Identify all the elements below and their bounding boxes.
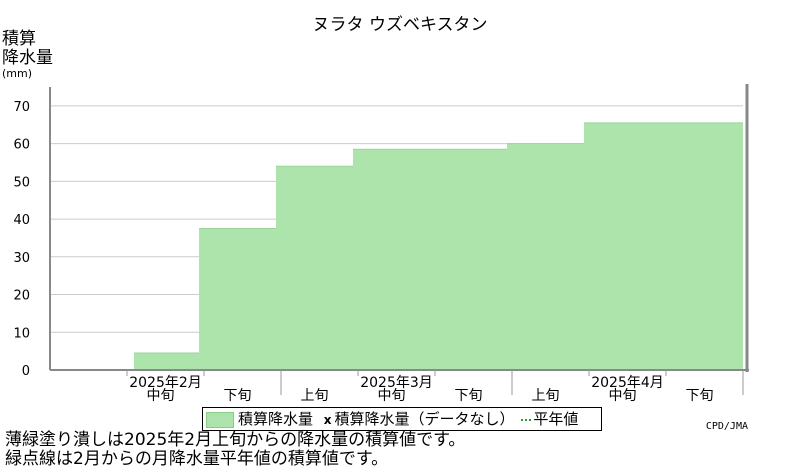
data-bar [584,122,661,370]
x-tick-label: 下旬 [686,388,714,404]
month-label: 2025年3月 [360,375,433,391]
legend-mark-missing: x [323,413,332,427]
data-bar [353,149,430,370]
data-bar [134,353,199,370]
chart-title: ヌラタ ウズベキスタン [312,15,488,35]
y-tick-label: 30 [13,251,30,266]
legend-label-cumulative: 積算降水量 [238,410,314,428]
y-tick-label: 20 [13,289,30,304]
data-bar [276,166,353,370]
y-tick-label: 60 [13,138,30,153]
x-tick-label: 上旬 [532,388,560,404]
x-tick-label: 下旬 [455,388,483,404]
source-credit: CPD/JMA [705,421,748,432]
x-tick-label: 下旬 [224,388,252,404]
footnote-dotted-line: 緑点線は2月からの月降水量平年値の積算値です。 [5,449,389,469]
y-tick-label: 0 [22,364,30,379]
footnote-fill: 薄緑塗り潰しは2025年2月上旬からの降水量の積算値です。 [5,430,466,450]
legend-label-missing: 積算降水量（データなし） [334,410,515,428]
legend-dotted-line-icon [521,418,532,421]
y-axis-label: 積算 降水量 (mm) [2,30,53,80]
data-bar [430,149,507,370]
y-axis-unit: (mm) [2,67,33,80]
y-tick-label: 70 [13,100,30,115]
x-tick-label: 中旬 [609,388,637,404]
data-bar [199,228,276,370]
y-axis-label-line1: 積算 [2,29,36,49]
chart-legend: 積算降水量 x 積算降水量（データなし） 平年値 [202,407,602,431]
y-axis-label-line2: 降水量 [2,48,53,68]
y-tick-label: 50 [13,175,30,190]
legend-label-normal: 平年値 [533,410,579,428]
legend-swatch-cumulative [206,411,234,428]
x-tick-label: 上旬 [301,388,329,404]
x-tick-label: 中旬 [147,388,175,404]
month-label: 2025年4月 [591,375,664,391]
data-bar [661,122,743,370]
data-bar [507,143,584,370]
month-label: 2025年2月 [129,375,202,391]
y-tick-label: 40 [13,213,30,228]
y-tick-label: 10 [13,326,30,341]
x-tick-label: 中旬 [378,388,406,404]
